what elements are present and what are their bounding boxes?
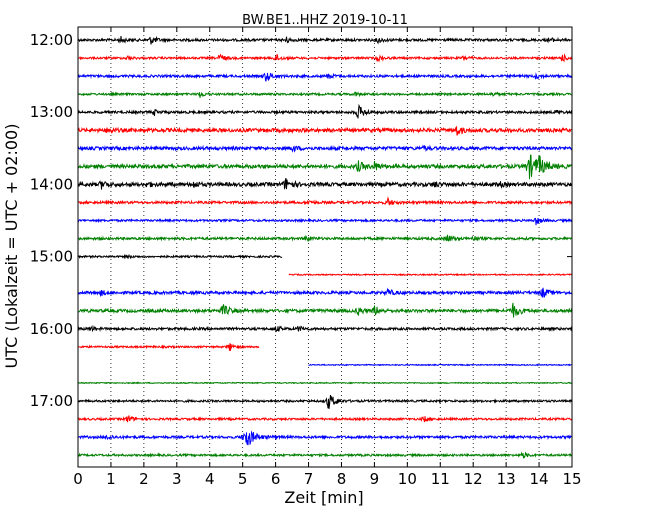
trace-row xyxy=(77,35,573,45)
x-tick-label: 5 xyxy=(238,470,248,488)
trace-row xyxy=(77,91,573,98)
seismogram-traces xyxy=(77,35,573,459)
trace-row xyxy=(288,272,573,277)
trace-row xyxy=(77,53,573,63)
trace-row xyxy=(77,451,573,459)
trace-row xyxy=(77,217,573,226)
trace-row xyxy=(77,72,573,82)
chart-title: BW.BE1..HHZ 2019-10-11 xyxy=(242,13,408,28)
trace-row xyxy=(77,324,573,333)
y-tick-label: 14:00 xyxy=(30,175,73,193)
trace-row xyxy=(308,363,572,367)
x-tick-label: 0 xyxy=(73,470,83,488)
trace-row xyxy=(77,253,283,260)
trace-row xyxy=(77,144,573,153)
vertical-grid xyxy=(110,27,540,467)
x-tick-label: 2 xyxy=(139,470,149,488)
x-tick-label: 4 xyxy=(205,470,215,488)
x-tick-label: 8 xyxy=(337,470,347,488)
y-axis-hour-labels: 12:00 13:00 14:00 15:00 16:00 17:00 xyxy=(30,31,572,410)
trace-row xyxy=(77,126,573,136)
plot-frame xyxy=(77,26,573,468)
y-tick-label: 15:00 xyxy=(30,248,73,266)
x-tick-label: 6 xyxy=(271,470,281,488)
x-tick-label: 12 xyxy=(464,470,483,488)
x-tick-label: 1 xyxy=(106,470,116,488)
trace-row xyxy=(77,177,573,190)
trace-row xyxy=(77,430,573,446)
x-tick-label: 7 xyxy=(304,470,314,488)
x-axis-label: Zeit [min] xyxy=(284,488,363,507)
trace-row xyxy=(77,394,573,409)
x-tick-label: 15 xyxy=(562,470,581,488)
x-tick-label: 13 xyxy=(497,470,516,488)
x-tick-label: 9 xyxy=(370,470,380,488)
trace-row xyxy=(77,302,573,318)
x-axis-ticks: 0 1 2 3 4 5 6 7 8 9 10 11 12 13 14 15 xyxy=(73,27,582,488)
x-tick-label: 10 xyxy=(398,470,417,488)
trace-row xyxy=(77,196,573,206)
y-axis-label: UTC (Lokalzeit = UTC + 02:00) xyxy=(2,124,21,369)
trace-row xyxy=(77,343,260,351)
x-tick-label: 3 xyxy=(172,470,182,488)
x-tick-label: 11 xyxy=(431,470,450,488)
y-tick-label: 17:00 xyxy=(30,392,73,410)
x-tick-label: 14 xyxy=(530,470,549,488)
y-tick-label: 12:00 xyxy=(30,31,73,49)
y-tick-label: 16:00 xyxy=(30,320,73,338)
trace-row xyxy=(77,381,573,385)
trace-row xyxy=(77,415,573,423)
trace-row xyxy=(77,234,573,243)
trace-row xyxy=(77,154,573,180)
trace-row xyxy=(77,103,573,119)
y-tick-label: 13:00 xyxy=(30,103,73,121)
trace-row xyxy=(77,287,573,298)
